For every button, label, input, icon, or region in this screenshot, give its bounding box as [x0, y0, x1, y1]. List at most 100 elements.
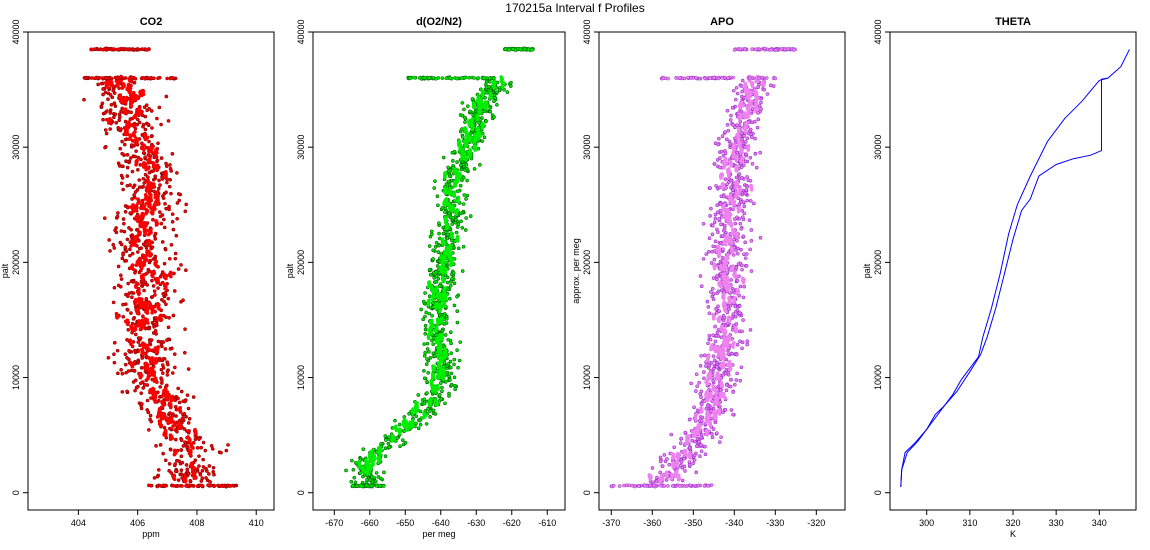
data-point [430, 338, 434, 343]
data-point [374, 471, 379, 475]
data-point [423, 323, 428, 328]
data-point [762, 87, 767, 92]
data-point [212, 484, 216, 489]
data-point [140, 202, 145, 207]
data-point [422, 353, 427, 358]
data-point [134, 385, 139, 390]
data-point [99, 105, 104, 110]
data-point [431, 248, 435, 253]
data-point [128, 253, 132, 258]
data-point [726, 372, 731, 377]
data-point [133, 297, 138, 302]
data-point [112, 101, 117, 105]
data-point [118, 128, 122, 133]
data-point [134, 149, 138, 153]
data-point [462, 107, 466, 112]
data-point [188, 448, 193, 453]
data-point [708, 186, 712, 190]
data-point [425, 341, 430, 346]
data-point [126, 294, 130, 299]
data-point [219, 450, 223, 455]
data-point [161, 340, 166, 344]
data-point [437, 243, 441, 248]
data-point [229, 484, 233, 488]
data-point [723, 151, 728, 156]
data-point [150, 245, 155, 249]
data-point [476, 76, 481, 80]
data-point [136, 229, 141, 234]
data-point [737, 202, 742, 207]
data-point [116, 211, 120, 215]
data-point [749, 269, 754, 273]
data-point [119, 273, 123, 278]
y-tick-label: 30000 [582, 135, 592, 160]
data-point [460, 159, 465, 164]
data-point [137, 120, 142, 125]
data-point [451, 271, 456, 275]
data-point [746, 131, 751, 136]
data-point [719, 288, 724, 293]
data-point [710, 223, 715, 228]
data-point [368, 478, 372, 482]
data-point [699, 395, 703, 399]
data-point [120, 106, 124, 111]
data-point [725, 182, 729, 187]
data-point [153, 231, 158, 236]
data-point [172, 271, 176, 276]
data-point [129, 156, 133, 160]
data-point [448, 296, 452, 301]
data-point [373, 479, 378, 484]
data-point [151, 169, 156, 173]
data-point [748, 156, 753, 160]
data-point [143, 172, 148, 177]
data-point [132, 121, 137, 126]
data-point [128, 133, 132, 137]
data-point [114, 78, 119, 83]
data-point [443, 230, 448, 234]
data-point [737, 311, 742, 315]
data-point [140, 141, 144, 146]
data-point [465, 193, 470, 198]
data-point [437, 393, 442, 397]
data-point [161, 451, 165, 456]
panel-apo: APO-370 -360 -350 -340 -330 -3200100002000030… [571, 16, 846, 528]
data-point [130, 169, 135, 174]
data-point [122, 221, 126, 226]
data-point [171, 371, 175, 375]
data-point [750, 162, 755, 166]
data-point [131, 75, 136, 80]
data-point [144, 297, 149, 301]
data-point [449, 341, 453, 346]
data-point [130, 251, 135, 256]
data-point [748, 328, 753, 332]
data-point [716, 384, 721, 389]
data-point [711, 276, 716, 280]
data-point [104, 76, 108, 80]
data-point [121, 82, 126, 86]
data-point [742, 204, 747, 209]
data-point [711, 379, 715, 383]
data-point [418, 422, 423, 427]
data-point [734, 352, 739, 357]
data-point [136, 360, 141, 364]
data-point [711, 292, 716, 296]
data-point [157, 468, 161, 472]
data-point [747, 218, 752, 222]
data-point [120, 256, 125, 261]
data-point [124, 302, 128, 306]
data-point [711, 427, 716, 431]
data-point [426, 407, 430, 411]
data-point [459, 147, 464, 152]
data-point [141, 184, 145, 189]
data-point [150, 278, 154, 283]
data-point [156, 345, 161, 349]
data-point [452, 190, 457, 194]
data-point [147, 170, 152, 175]
data-point [370, 480, 375, 485]
data-point [467, 148, 472, 152]
x-tick-label: -370 [602, 518, 620, 528]
data-point [184, 484, 188, 488]
data-point [729, 113, 733, 118]
data-point [707, 333, 712, 338]
data-point [712, 162, 717, 166]
